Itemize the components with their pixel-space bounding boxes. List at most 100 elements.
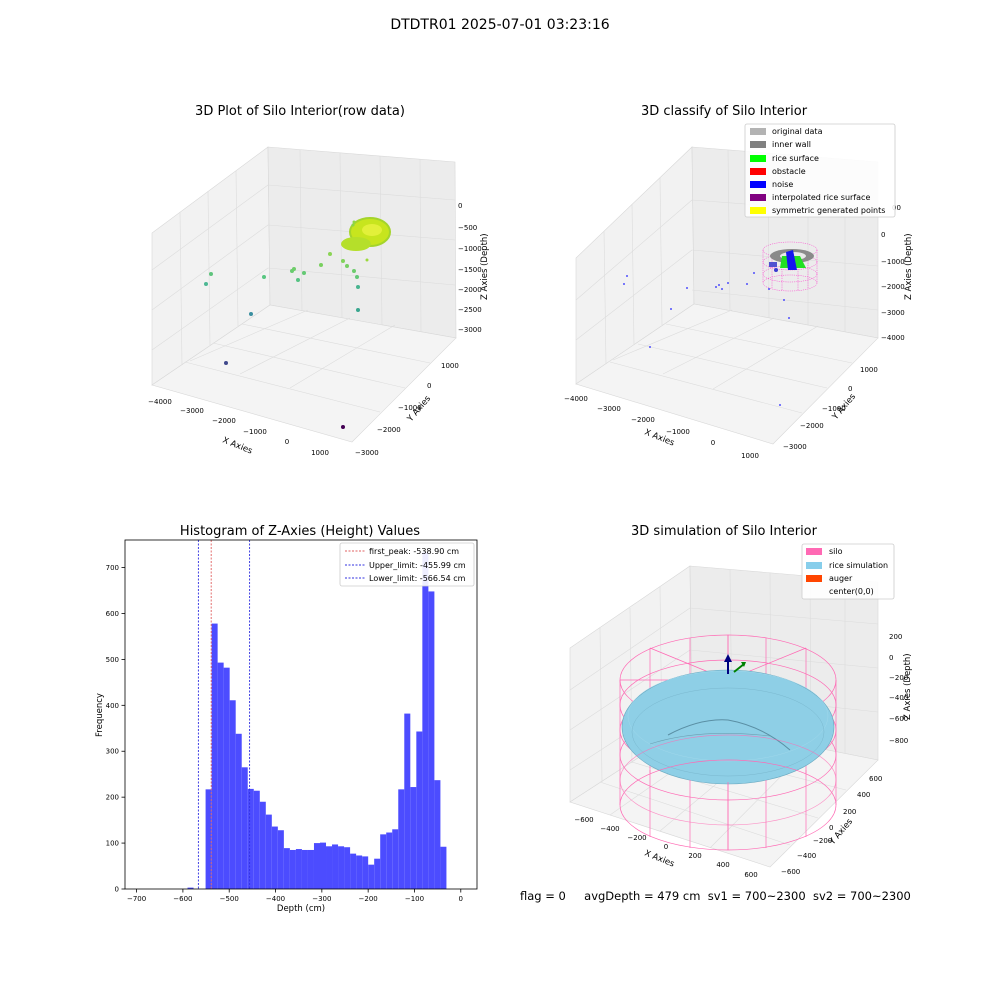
raw-ztick-2: −1000 (458, 245, 482, 253)
raw-ytick-1: 0 (427, 382, 431, 390)
legend-label-original-data: original data (772, 127, 823, 136)
histogram-bar (398, 789, 405, 889)
raw-3d-zticks: 0 −500 −1000 −1500 −2000 −2500 −3000 (458, 202, 482, 334)
histogram-xtick-label: −400 (266, 895, 285, 903)
raw-point (319, 263, 323, 267)
sim-xtick-3: 0 (664, 843, 668, 851)
noise-point (715, 286, 717, 288)
classify-xtick-5: 1000 (741, 452, 759, 460)
raw-ztick-1: −500 (458, 224, 477, 232)
classify-ytick-0: 1000 (860, 366, 878, 374)
histogram-bar (229, 700, 236, 889)
histogram-ytick-label: 400 (106, 702, 119, 710)
histogram-bars (187, 552, 447, 889)
status-avg-depth: avgDepth = 479 cm (584, 889, 701, 903)
raw-point (296, 278, 300, 282)
legend-swatch-noise (750, 181, 766, 188)
histogram-bar (271, 826, 278, 889)
raw-point (224, 361, 228, 365)
histogram-xtick-label: −300 (312, 895, 331, 903)
classify-ytick-2: −1000 (822, 405, 846, 413)
histogram-bar (205, 789, 212, 889)
legend-label-lower-limit: Lower_limit: -566.54 cm (369, 574, 466, 583)
raw-zlabel: Z Axies (Depth) (480, 233, 490, 300)
histogram-ytick-label: 300 (106, 748, 119, 756)
raw-point (341, 259, 345, 263)
histogram-bar (350, 853, 357, 889)
classify-ztick-1: −1000 (881, 258, 905, 266)
histogram-ytick-label: 600 (106, 610, 119, 618)
classify-panel-title: 3D classify of Silo Interior (640, 104, 808, 119)
noise-point (783, 299, 785, 301)
noise-point (753, 272, 755, 274)
raw-ztick-5: −2500 (458, 306, 482, 314)
raw-3d-plot: −4000 −3000 −2000 −1000 0 1000 X Axies 1… (148, 146, 490, 457)
sim-xtick-0: −600 (574, 816, 593, 824)
status-flag: flag = 0 (520, 889, 566, 903)
sim-ztick-3: −400 (889, 694, 908, 702)
histogram-bar (307, 849, 314, 889)
histogram-bar (380, 834, 387, 889)
legend-label-noise: noise (772, 180, 793, 189)
sim-ytick-6: −600 (781, 868, 800, 876)
noise-point (718, 284, 720, 286)
legend-label-upper-limit: Upper_limit: -455.99 cm (369, 561, 466, 570)
histogram-yticks: 0 100 200 300 400 500 600 700 (106, 564, 125, 894)
histogram-bar (362, 856, 369, 889)
legend-label-rice-simulation: rice simulation (829, 561, 888, 570)
legend-swatch-silo (806, 548, 822, 555)
raw-ztick-4: −2000 (458, 286, 482, 294)
noise-point (779, 404, 781, 406)
raw-ztick-0: 0 (458, 202, 462, 210)
sim-ztick-2: −200 (889, 674, 908, 682)
noise-point (788, 317, 790, 319)
raw-point (352, 269, 356, 273)
histogram-bar (253, 790, 260, 889)
raw-ztick-3: −1500 (458, 266, 482, 274)
sim-ytick-0: 600 (869, 775, 882, 783)
histogram-xtick-label: −700 (127, 895, 146, 903)
histogram-ytick-label: 700 (106, 564, 119, 572)
classify-3d-axes-box (575, 146, 879, 445)
legend-label-interpolated-rice-surface: interpolated rice surface (772, 193, 870, 202)
sim-xtick-4: 200 (688, 852, 701, 860)
classify-ytick-3: −2000 (800, 422, 824, 430)
raw-point (351, 223, 355, 227)
raw-point (292, 267, 296, 271)
legend-swatch-interpolated-rice-surface (750, 194, 766, 201)
classify-xtick-4: 0 (711, 439, 715, 447)
legend-swatch-inner-wall (750, 141, 766, 148)
classify-ztick-2: −2000 (881, 283, 905, 291)
classify-xtick-3: −1000 (666, 428, 690, 436)
auger-icon (724, 654, 746, 674)
sim-xlabel: X Axies (643, 849, 676, 870)
classify-3d-zticks: 00 0 −1000 −2000 −3000 −4000 (881, 204, 905, 342)
histogram-chart: −700 −600 −500 −400 −300 −200 −100 0 0 100 200 300… (95, 539, 478, 914)
status-sv1: sv1 = 700~2300 (707, 889, 806, 903)
histogram-xtick-label: −200 (359, 895, 378, 903)
histogram-xticks: −700 −600 −500 −400 −300 −200 −100 0 (127, 889, 463, 903)
noise-point (649, 346, 651, 348)
noise-point (623, 283, 625, 285)
histogram-bar (301, 849, 308, 889)
histogram-bar (374, 858, 381, 889)
classify-zlabel: Z Axies (Depth) (904, 233, 914, 300)
legend-label-center: center(0,0) (829, 587, 874, 596)
classify-ztick-3: −3000 (881, 309, 905, 317)
histogram-ytick-label: 100 (106, 840, 119, 848)
histogram-bar (313, 843, 320, 889)
legend-swatch-auger (806, 575, 822, 582)
histogram-bar (187, 887, 194, 889)
histogram-vlines (197, 540, 251, 889)
legend-label-auger: auger (829, 574, 853, 583)
simulation-3d-xticks: −600 −400 −200 0 200 400 600 (574, 816, 757, 879)
raw-xtick-5: 1000 (311, 449, 329, 457)
histogram-bar (392, 829, 399, 889)
sim-ytick-5: −400 (797, 852, 816, 860)
histogram-bar (368, 864, 375, 889)
raw-point (209, 272, 213, 276)
histogram-bar (217, 662, 224, 889)
sim-ytick-4: −200 (813, 837, 832, 845)
classify-ztick-partial: 00 (892, 204, 901, 212)
sim-ytick-3: 0 (829, 824, 833, 832)
